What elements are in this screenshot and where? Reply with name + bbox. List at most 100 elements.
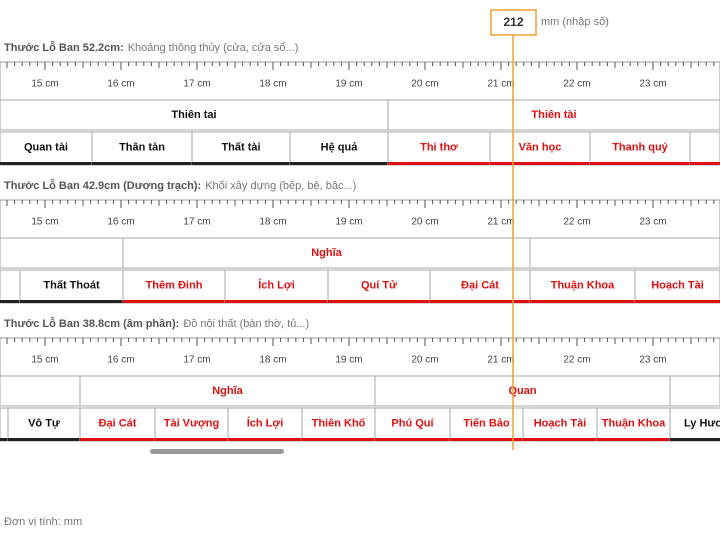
ruler-title-main: Thước Lỗ Ban 52.2cm: xyxy=(4,41,124,54)
bottom-cell xyxy=(374,407,451,442)
scale-label: 17 cm xyxy=(183,217,210,228)
bottom-cell xyxy=(449,407,524,442)
bottom-cell xyxy=(7,407,81,442)
bottom-cell xyxy=(634,269,720,304)
scale-label: 19 cm xyxy=(335,79,362,90)
ruler-title-main: Thước Lỗ Ban 42.9cm (Dương trạch): xyxy=(4,179,201,192)
ruler-title-desc: Khối xây dựng (bếp, bệ, bậc...) xyxy=(205,180,356,192)
cell-underline xyxy=(690,162,720,165)
cell-underline xyxy=(635,300,720,303)
footer: Đơn vị tính: mm xyxy=(4,516,82,528)
bottom-label: Quí Tử xyxy=(361,279,397,291)
top-cell xyxy=(122,237,531,269)
scale-label: 23 cm xyxy=(639,355,666,366)
input-unit: mm (nhập số) xyxy=(541,16,609,28)
scale-label: 20 cm xyxy=(411,79,438,90)
scale-label: 19 cm xyxy=(335,217,362,228)
cell-underline xyxy=(302,438,375,441)
cell-underline xyxy=(670,438,720,441)
scale-strip xyxy=(0,337,720,377)
bottom-label: Thi thơ xyxy=(420,141,458,153)
bottom-label: Thuận Khoa xyxy=(551,279,615,291)
cell-underline xyxy=(228,438,302,441)
input-box[interactable] xyxy=(490,9,537,36)
bottom-cell xyxy=(689,131,720,166)
scale-label: 18 cm xyxy=(259,355,286,366)
scale-label: 21 cm xyxy=(487,355,514,366)
cell-underline xyxy=(530,300,635,303)
top-cell xyxy=(374,375,671,407)
scale-label: 22 cm xyxy=(563,355,590,366)
bottom-label: Quan tài xyxy=(24,141,68,153)
cell-underline xyxy=(328,300,430,303)
bottom-cell xyxy=(327,269,431,304)
bottom-label: Hoạch Tài xyxy=(534,417,587,429)
bottom-label: Thất Thoát xyxy=(43,279,100,291)
ruler-title-desc: Đồ nội thất (bàn thờ, tủ...) xyxy=(183,318,309,330)
bottom-label: Thuận Khoa xyxy=(602,417,666,429)
cell-underline xyxy=(8,438,80,441)
top-cell xyxy=(79,375,376,407)
scale-label: 21 cm xyxy=(487,79,514,90)
scale-label: 17 cm xyxy=(183,355,210,366)
bottom-cell xyxy=(91,131,193,166)
bottom-label: Tài Vượng xyxy=(164,417,220,429)
input-value[interactable]: 212 xyxy=(503,15,523,29)
bottom-label: Ích Lợi xyxy=(247,416,284,429)
bottom-cell xyxy=(0,269,21,304)
bottom-cell xyxy=(596,407,671,442)
scale-label: 18 cm xyxy=(259,79,286,90)
bottom-cell xyxy=(191,131,291,166)
cell-underline xyxy=(123,300,225,303)
cell-underline xyxy=(192,162,290,165)
bottom-cell xyxy=(122,269,226,304)
top-cell xyxy=(387,99,720,131)
cell-underline xyxy=(225,300,328,303)
bottom-cell xyxy=(19,269,124,304)
ruler-title: Thước Lỗ Ban 42.9cm (Dương trạch): Khối x… xyxy=(4,179,356,192)
scrollbar[interactable] xyxy=(150,449,284,454)
scale-label: 21 cm xyxy=(487,217,514,228)
top-cell xyxy=(529,237,720,269)
cell-underline xyxy=(0,162,92,165)
bottom-label: Hệ quả xyxy=(321,141,359,153)
scale-label: 22 cm xyxy=(563,79,590,90)
ruler-title-main: Thước Lỗ Ban 38.8cm (âm phần): xyxy=(4,317,179,330)
top-label: Nghĩa xyxy=(311,247,342,259)
cell-underline xyxy=(0,300,20,303)
cell-underline xyxy=(430,300,530,303)
cell-underline xyxy=(92,162,192,165)
cell-underline xyxy=(450,438,523,441)
bottom-cell xyxy=(387,131,491,166)
bottom-label: Ích Lợi xyxy=(258,278,295,291)
top-label: Quan xyxy=(508,385,536,397)
ruler-title: Thước Lỗ Ban 52.2cm: Khoảng thông thủy (c… xyxy=(4,41,298,54)
bottom-label: Thêm Đinh xyxy=(146,279,203,291)
scale-label: 16 cm xyxy=(107,217,134,228)
top-label: Nghĩa xyxy=(212,385,243,397)
bottom-cell xyxy=(224,269,329,304)
bottom-label: Phú Quí xyxy=(391,417,434,429)
scale-label: 22 cm xyxy=(563,217,590,228)
cell-underline xyxy=(590,162,690,165)
scale-label: 18 cm xyxy=(259,217,286,228)
bottom-label: Văn học xyxy=(519,141,562,153)
cell-underline xyxy=(290,162,388,165)
cell-underline xyxy=(388,162,490,165)
bottom-cell xyxy=(529,269,636,304)
top-cell xyxy=(0,375,81,407)
bottom-label: Hoạch Tài xyxy=(651,279,704,291)
top-label: Thiên tài xyxy=(531,109,576,121)
bottom-cell xyxy=(669,407,720,442)
ruler-title: Thước Lỗ Ban 38.8cm (âm phần): Đồ nội thấ… xyxy=(4,317,309,330)
bottom-label: Đại Cát xyxy=(99,417,137,429)
cell-underline xyxy=(597,438,670,441)
scale-label: 23 cm xyxy=(639,217,666,228)
bottom-label: Vô Tự xyxy=(28,417,60,429)
scale-label: 20 cm xyxy=(411,355,438,366)
bottom-label: Thất tài xyxy=(221,141,260,153)
top-cell xyxy=(669,375,720,407)
bottom-label: Thân tàn xyxy=(119,141,165,153)
bottom-label: Tiến Bảo xyxy=(463,417,510,429)
